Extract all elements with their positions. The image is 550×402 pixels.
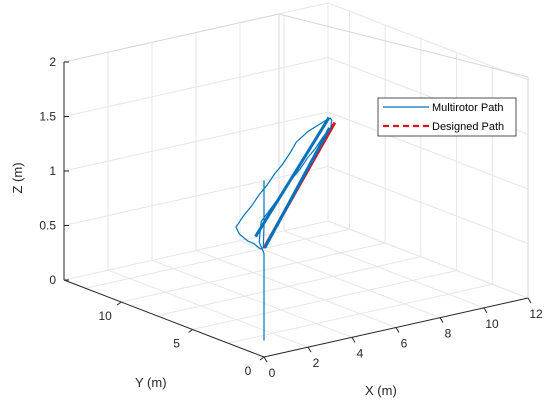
series-multirotor-path — [235, 117, 333, 341]
series-multirotor-loop-segment — [254, 116, 331, 238]
x-tick-mark — [307, 346, 312, 353]
z-axis-label: Z (m) — [10, 162, 25, 193]
z-tick-label: 2 — [49, 55, 56, 69]
grid-floor-y — [228, 283, 493, 344]
grid-floor-x — [107, 269, 309, 348]
grid-floor-x — [283, 230, 485, 309]
grid-z-back — [63, 166, 329, 226]
axes-box — [63, 2, 529, 358]
grid-z-back — [63, 57, 329, 117]
y-tick-label: 5 — [173, 337, 180, 351]
x-tick-mark — [263, 356, 268, 363]
z-tick-label: 1.5 — [39, 110, 56, 124]
tick-labels: 0 2 4 6 8 10 12 0 5 10 0 0.5 1 1.5 2 — [39, 55, 543, 380]
y-tick-mark — [259, 356, 265, 361]
x-tick-mark — [527, 297, 532, 304]
z-tick-label: 0 — [49, 273, 56, 287]
legend-label-multirotor: Multirotor Path — [432, 102, 504, 114]
grid-z-side — [327, 166, 529, 244]
x-axis-label: X (m) — [365, 383, 397, 398]
grid-floor-x — [195, 250, 397, 328]
legend-box — [377, 97, 517, 137]
x-tick-label: 6 — [401, 337, 408, 351]
legend-label-designed: Designed Path — [432, 121, 504, 133]
grid-z-side — [327, 220, 529, 299]
grid-z-back — [63, 111, 329, 172]
grid-floor-x — [151, 259, 353, 338]
x-tick-mark — [483, 307, 488, 314]
grid-z-side — [327, 2, 529, 81]
x-tick-label: 4 — [357, 346, 364, 360]
legend: Multirotor Path Designed Path — [377, 97, 517, 137]
x-tick-label: 2 — [313, 356, 320, 370]
data-layer — [235, 116, 337, 341]
grid-floor-y — [156, 256, 421, 317]
grid-floor-x — [239, 240, 441, 319]
x-tick-mark — [439, 317, 444, 323]
series-multirotor-loop-segment — [263, 127, 331, 249]
back-wall-right — [279, 14, 528, 298]
grid-z-side — [327, 111, 529, 190]
grid-floor-y — [85, 228, 350, 289]
x-tick-label: 8 — [445, 327, 452, 341]
y-tick-mark — [188, 329, 193, 333]
y-tick-label: 0 — [245, 364, 252, 378]
z-tick-label: 0.5 — [39, 219, 56, 233]
grid-floor-y — [121, 242, 386, 303]
x-tick-mark — [395, 327, 400, 333]
y-tick-mark — [116, 301, 122, 306]
grid-floor-y — [192, 270, 457, 330]
x-tick-label: 12 — [529, 307, 543, 321]
y-tick-label: 10 — [98, 309, 112, 323]
y-axis-label: Y (m) — [135, 375, 167, 390]
x-tick-label: 0 — [269, 366, 276, 380]
x-tick-label: 10 — [485, 317, 499, 331]
z-tick-label: 1 — [49, 164, 56, 178]
x-tick-mark — [351, 337, 356, 343]
grid-z-back — [63, 220, 329, 281]
